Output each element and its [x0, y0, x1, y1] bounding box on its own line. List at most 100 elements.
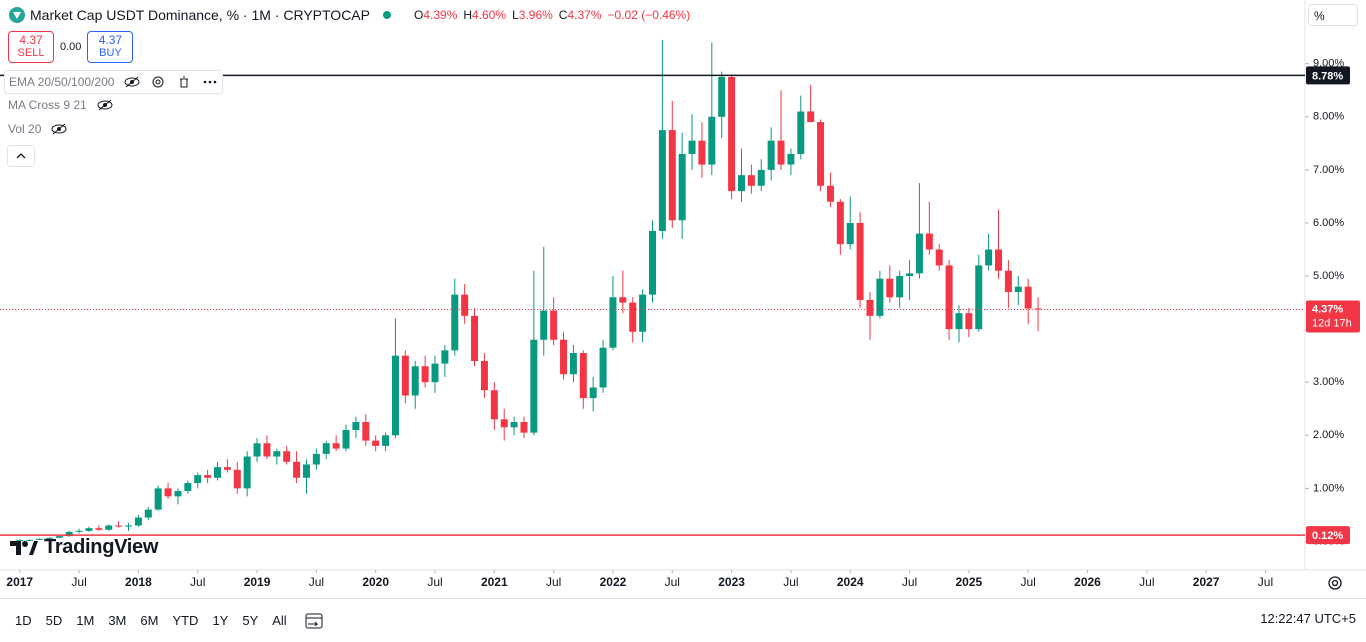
x-tick-label: 2024: [837, 575, 864, 589]
indicator-row[interactable]: EMA 20/50/100/200: [4, 70, 224, 94]
ohlc-value: 3.96%: [518, 8, 553, 22]
range-button[interactable]: All: [272, 613, 287, 628]
candle-body: [164, 488, 172, 497]
hide-icon[interactable]: [51, 123, 67, 135]
candle-body: [302, 464, 310, 478]
countdown: 12d 17h: [1312, 317, 1352, 329]
market-status: [383, 11, 391, 19]
candle-body: [747, 175, 755, 186]
collapse-button[interactable]: [7, 145, 35, 167]
x-tick-label: Jul: [1258, 575, 1273, 589]
candle-body: [490, 390, 498, 420]
candle-body: [698, 140, 706, 165]
candle-body: [95, 528, 103, 530]
range-button[interactable]: 3M: [108, 613, 127, 628]
delete-icon[interactable]: [176, 76, 192, 88]
range-button[interactable]: 1M: [76, 613, 95, 628]
x-tick-label: Jul: [71, 575, 86, 589]
x-tick-label: 2025: [956, 575, 983, 589]
candle-body: [896, 276, 904, 298]
candle-body: [55, 536, 63, 538]
range-button[interactable]: 6M: [140, 613, 159, 628]
candle-body: [194, 475, 202, 484]
hide-icon[interactable]: [97, 99, 113, 111]
indicator-row[interactable]: MA Cross 9 21: [4, 94, 117, 116]
candle-body: [293, 461, 301, 478]
range-button[interactable]: YTD: [172, 613, 199, 628]
candle-body: [273, 451, 281, 457]
settings-icon[interactable]: [1328, 576, 1342, 590]
y-tick-label: 5.00%: [1313, 270, 1344, 282]
y-tick-label: 3.00%: [1313, 376, 1344, 388]
candle-body: [619, 297, 627, 303]
candle-body: [510, 422, 518, 428]
candle-body: [105, 525, 113, 530]
x-tick-label: 2026: [1074, 575, 1101, 589]
logo-mark: [10, 540, 38, 555]
candle-body: [154, 488, 162, 510]
candle-body: [16, 539, 24, 541]
ohlc-item: O4.39%: [414, 8, 457, 22]
candle-body: [243, 456, 251, 489]
sell-label: SELL: [17, 47, 45, 59]
settings-icon[interactable]: [150, 76, 166, 88]
date-range-icon[interactable]: [294, 609, 334, 633]
candle-body: [787, 153, 795, 165]
candle-body: [1014, 286, 1022, 292]
chevron-icon: [16, 153, 26, 159]
candle-body: [134, 517, 142, 526]
x-tick-label: 2018: [125, 575, 152, 589]
candle-body: [451, 294, 459, 351]
symbol-title: Market Cap USDT Dominance, % · 1M · CRYP…: [30, 7, 370, 23]
candle-body: [876, 278, 884, 316]
buy-label: BUY: [99, 47, 122, 59]
candle-body: [431, 363, 439, 383]
candle-body: [174, 491, 182, 497]
candle-body: [520, 422, 528, 433]
y-tick-label: 6.00%: [1313, 217, 1344, 229]
candle-body: [411, 366, 419, 396]
range-button[interactable]: 1D: [15, 613, 32, 628]
x-tick-label: 2020: [362, 575, 389, 589]
ohlc-key: L: [512, 8, 519, 22]
range-button[interactable]: 1Y: [212, 613, 229, 628]
candle-body: [797, 111, 805, 154]
candle-body: [75, 530, 83, 532]
hide-icon[interactable]: [124, 76, 140, 88]
price-label-box: [1306, 526, 1350, 545]
scale-mode[interactable]: %: [1308, 4, 1358, 26]
candle-body: [1004, 270, 1012, 292]
candle-body: [1024, 286, 1032, 309]
ohlc-item: C4.37%: [559, 8, 602, 22]
candle-body: [125, 525, 133, 527]
candle-body: [550, 310, 558, 340]
legend-header: Market Cap USDT Dominance, % · 1M · CRYP…: [8, 5, 690, 25]
ohlc-key: O: [414, 8, 424, 22]
y-tick-label: 8.00%: [1313, 111, 1344, 123]
candle-body: [599, 347, 607, 388]
range-button[interactable]: 5D: [45, 613, 63, 628]
candle-body: [589, 387, 597, 399]
candle-body: [540, 310, 548, 340]
range-button[interactable]: 5Y: [242, 613, 259, 628]
ohlc-value: 4.60%: [472, 8, 507, 22]
candle-body: [945, 265, 953, 330]
candle-body: [925, 233, 933, 250]
candle-body: [322, 443, 330, 454]
candle-body: [26, 539, 34, 541]
candle-body: [658, 130, 666, 231]
candle-body: [965, 313, 973, 330]
candle-body: [866, 299, 874, 316]
candle-body: [332, 443, 340, 449]
x-tick-label: 2021: [481, 575, 508, 589]
indicator-row[interactable]: Vol 20: [4, 118, 71, 140]
buy-button[interactable]: 4.37 BUY: [87, 31, 134, 63]
candle-body: [500, 419, 508, 428]
candle-body: [283, 451, 291, 462]
candle-body: [382, 435, 390, 446]
candle-body: [421, 366, 429, 383]
candle-body: [115, 525, 123, 527]
more-icon[interactable]: [202, 76, 218, 88]
sell-button[interactable]: 4.37 SELL: [8, 31, 54, 63]
candle-body: [372, 440, 380, 446]
